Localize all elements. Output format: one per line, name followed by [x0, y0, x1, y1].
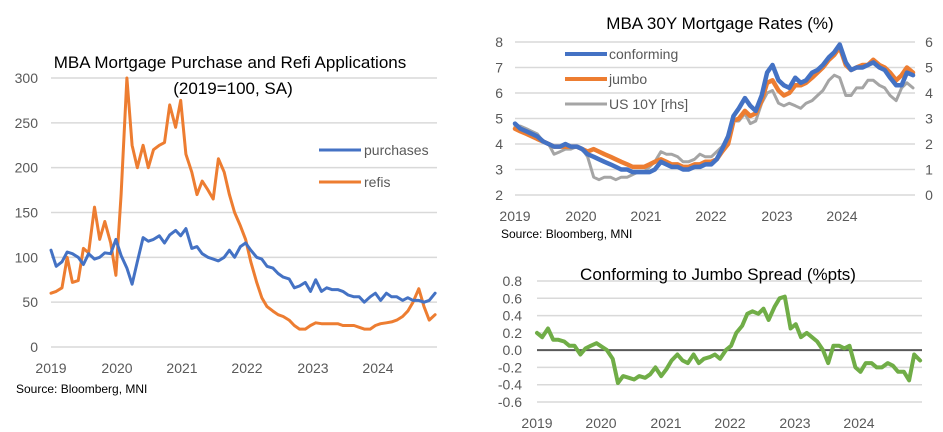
spread-title: Conforming to Jumbo Spread (%pts)	[580, 265, 856, 284]
y-tick-label: 7	[495, 60, 503, 76]
x-tick-label: 2024	[843, 415, 874, 431]
x-tick-label: 2023	[779, 415, 810, 431]
x-tick-label: 2021	[650, 415, 681, 431]
x-tick-label: 2021	[630, 208, 661, 224]
y-tick-label: 2	[495, 187, 503, 203]
x-tick-label: 2024	[362, 360, 393, 376]
y-tick-label: 5	[495, 111, 503, 127]
y2-tick-label: 3	[925, 111, 933, 127]
applications-chart: 0 50 100 150 200 250 300 2019 2020 2021 2022 2023 2…	[15, 53, 437, 396]
y-tick-label: 300	[15, 70, 39, 86]
y-tick-label: 0.4	[503, 308, 523, 324]
y-tick-label: 0	[30, 339, 38, 355]
x-tick-label: 2022	[714, 415, 745, 431]
x-tick-label: 2022	[695, 208, 726, 224]
applications-title: MBA Mortgage Purchase and Refi Applicati…	[54, 53, 406, 72]
series-line-conforming	[512, 42, 916, 175]
y2-tick-label: 0	[925, 187, 933, 203]
rates-legend: conforming jumbo US 10Y [rhs]	[565, 46, 688, 112]
applications-subtitle: (2019=100, SA)	[173, 79, 293, 98]
x-tick-label: 2023	[761, 208, 792, 224]
series-line-purchases	[49, 227, 437, 304]
y-tick-label: -0.6	[498, 394, 522, 410]
x-tick-label: 2024	[826, 208, 857, 224]
y2-tick-label: 1	[925, 162, 933, 178]
y2-tick-label: 2	[925, 136, 933, 152]
x-tick-label: 2020	[565, 208, 596, 224]
series-line-refis	[49, 76, 437, 331]
y-tick-label: 250	[15, 115, 39, 131]
applications-legend: purchases refis	[319, 142, 429, 190]
rates-source: Source: Bloomberg, MNI	[501, 227, 632, 241]
y2-tick-label: 5	[925, 60, 933, 76]
x-tick-label: 2019	[499, 208, 530, 224]
y-tick-label: 150	[15, 205, 39, 221]
legend-label-refis: refis	[364, 174, 390, 190]
y-tick-label: 50	[22, 294, 38, 310]
y2-tick-label: 6	[925, 34, 933, 50]
x-tick-label: 2019	[35, 360, 66, 376]
y-tick-label: 200	[15, 160, 39, 176]
spread-chart: 0.80.6 0.40.20.0-0.2 -0.4-0.6 2019 2020 2021…	[498, 265, 923, 431]
x-tick-label: 2022	[231, 360, 262, 376]
y-tick-label: 6	[495, 85, 503, 101]
x-tick-label: 2020	[585, 415, 616, 431]
y-tick-label: -0.2	[498, 359, 522, 375]
x-tick-label: 2019	[521, 415, 552, 431]
y-tick-label: 0.8	[503, 273, 523, 289]
y-tick-label: 100	[15, 249, 39, 265]
y-tick-label: 3	[495, 162, 503, 178]
legend-label-us10y: US 10Y [rhs]	[609, 96, 688, 112]
applications-source: Source: Bloomberg, MNI	[16, 382, 147, 396]
y-tick-label: 4	[495, 136, 503, 152]
y-tick-label: 0.0	[503, 342, 523, 358]
y-tick-label: 0.6	[503, 290, 523, 306]
series-line-spread	[535, 294, 923, 385]
x-tick-label: 2023	[297, 360, 328, 376]
y-tick-label: 0.2	[503, 325, 523, 341]
legend-label-jumbo: jumbo	[608, 71, 647, 87]
legend-label-purchases: purchases	[364, 142, 429, 158]
rates-title: MBA 30Y Mortgage Rates (%)	[606, 14, 833, 33]
y2-tick-label: 4	[925, 85, 933, 101]
x-tick-label: 2020	[101, 360, 132, 376]
legend-label-conforming: conforming	[609, 46, 678, 62]
y-tick-label: -0.4	[498, 377, 522, 393]
rates-chart: 2 3 4 5 6 7 8 0 1 2 3 4 5 6 2019 2020 2021 2022 2023 2024…	[495, 14, 933, 241]
y-tick-label: 8	[495, 34, 503, 50]
x-tick-label: 2021	[166, 360, 197, 376]
